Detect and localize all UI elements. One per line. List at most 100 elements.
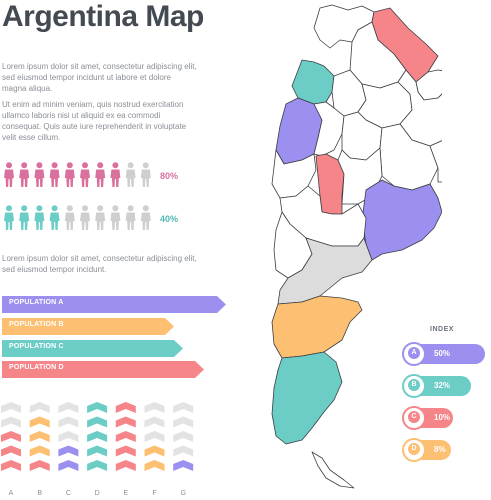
region-chubut: [271, 295, 363, 359]
chevron-mark: [1, 460, 21, 471]
person-icon: [125, 162, 136, 187]
person-icon: [34, 205, 45, 230]
people-row-80: [4, 162, 151, 187]
person-icon: [49, 205, 60, 230]
person-icon: [95, 162, 106, 187]
population-bar-d: POPULATION D: [2, 361, 232, 379]
chevron-mark: [58, 445, 79, 457]
index-item-d: D 8%: [402, 438, 490, 462]
chevron-mark: [144, 402, 165, 413]
chevron-mark: [173, 445, 194, 457]
person-icon: [140, 162, 151, 187]
index-title: INDEX: [430, 326, 454, 333]
population-bar-shape: [2, 317, 174, 335]
chevron-mark: [29, 460, 50, 471]
person-icon: [110, 162, 121, 187]
chevron-mark: [115, 460, 136, 471]
description-paragraph: Ut enim ad minim veniam, quis nostrud ex…: [2, 100, 187, 142]
population-bars: POPULATION A POPULATION B POPULATION C P…: [2, 296, 232, 383]
person-icon: [4, 162, 14, 187]
chevron-mark: [58, 402, 79, 413]
index-circle: [402, 406, 426, 430]
chevron-mark: [173, 416, 194, 428]
person-icon: [19, 162, 30, 187]
person-icon: [49, 162, 60, 187]
chevron-column-label: C: [66, 490, 71, 497]
population-bar-a: POPULATION A: [2, 296, 232, 313]
person-icon: [80, 205, 90, 230]
index-item-b: B 32%: [402, 374, 490, 398]
chevron-column-label: B: [37, 490, 42, 497]
chevron-mark: [173, 402, 194, 413]
region-santa-cruz: [271, 351, 343, 445]
index-letter: A: [408, 347, 420, 359]
chevron-mark: [1, 431, 21, 442]
index-item-c: C 10%: [402, 406, 490, 430]
chevron-mark: [87, 416, 108, 428]
chevron-column-label: D: [95, 490, 100, 497]
chevron-mark: [58, 416, 79, 428]
map-index: INDEX A 50% B 32% C 10% D 8%: [402, 326, 490, 470]
person-icon: [110, 205, 121, 230]
person-icon: [4, 205, 14, 230]
population-bar-b: POPULATION B: [2, 317, 232, 335]
chevron-mark: [29, 402, 50, 413]
region-entre-rios: [429, 140, 442, 183]
chevron-chart: A B C D E F G: [1, 402, 194, 497]
person-icon: [140, 205, 151, 230]
population-label-d: POPULATION D: [9, 364, 64, 372]
chevron-mark: [173, 460, 194, 471]
chevron-mark: [58, 460, 79, 471]
region-catamarca: [291, 59, 335, 105]
population-bar-shape: [2, 296, 226, 313]
chevron-column-label: F: [152, 490, 156, 497]
index-letter: C: [408, 411, 420, 423]
index-item-a: A 50%: [402, 342, 490, 366]
person-icon: [80, 162, 90, 187]
chevron-mark: [1, 445, 21, 457]
index-value: 10%: [434, 413, 451, 422]
chevron-column-label: G: [180, 490, 185, 497]
population-bar-shape: [2, 361, 204, 379]
chevron-mark: [29, 416, 50, 428]
chevron-mark: [144, 431, 165, 442]
person-icon: [64, 205, 75, 230]
index-value: 50%: [434, 349, 451, 358]
page-title: Argentina Map: [2, 0, 204, 33]
chevron-mark: [144, 416, 165, 428]
chevron-mark: [87, 445, 108, 457]
index-letter: D: [408, 443, 420, 455]
population-label-c: POPULATION C: [9, 342, 64, 350]
chevron-mark: [115, 445, 136, 457]
index-value: 8%: [434, 445, 446, 454]
chevron-mark: [58, 431, 79, 442]
index-value: 32%: [434, 381, 451, 390]
person-icon: [19, 205, 30, 230]
summary-paragraph: Lorem ipsum dolor sit amet, consectetur …: [2, 254, 197, 274]
population-bar-shape: [2, 339, 183, 357]
argentina-map: [271, 4, 442, 489]
population-label-a: POPULATION A: [9, 299, 64, 306]
person-icon: [125, 205, 136, 230]
region-mendoza: [271, 149, 317, 199]
chevron-mark: [87, 402, 108, 413]
chevron-column-label: E: [123, 490, 128, 497]
chevron-mark: [144, 445, 165, 457]
chevron-mark: [29, 445, 50, 457]
chevron-mark: [115, 402, 136, 413]
chevron-mark: [87, 460, 108, 471]
chevron-column-label: A: [9, 490, 14, 497]
region-rio-negro: [277, 237, 373, 305]
chevron-mark: [144, 460, 165, 471]
people-percent-40: 40%: [160, 214, 179, 224]
intro-paragraph: Lorem ipsum dolor sit amet, consectetur …: [2, 62, 197, 93]
person-icon: [95, 205, 106, 230]
chevron-mark: [173, 431, 194, 442]
region-buenos-aires: [361, 179, 442, 261]
chevron-mark: [87, 431, 108, 442]
chevron-mark: [115, 416, 136, 428]
person-icon: [34, 162, 45, 187]
population-label-b: POPULATION B: [9, 320, 64, 328]
region-tierra-del-fuego: [311, 451, 355, 489]
chevron-mark: [1, 416, 21, 428]
